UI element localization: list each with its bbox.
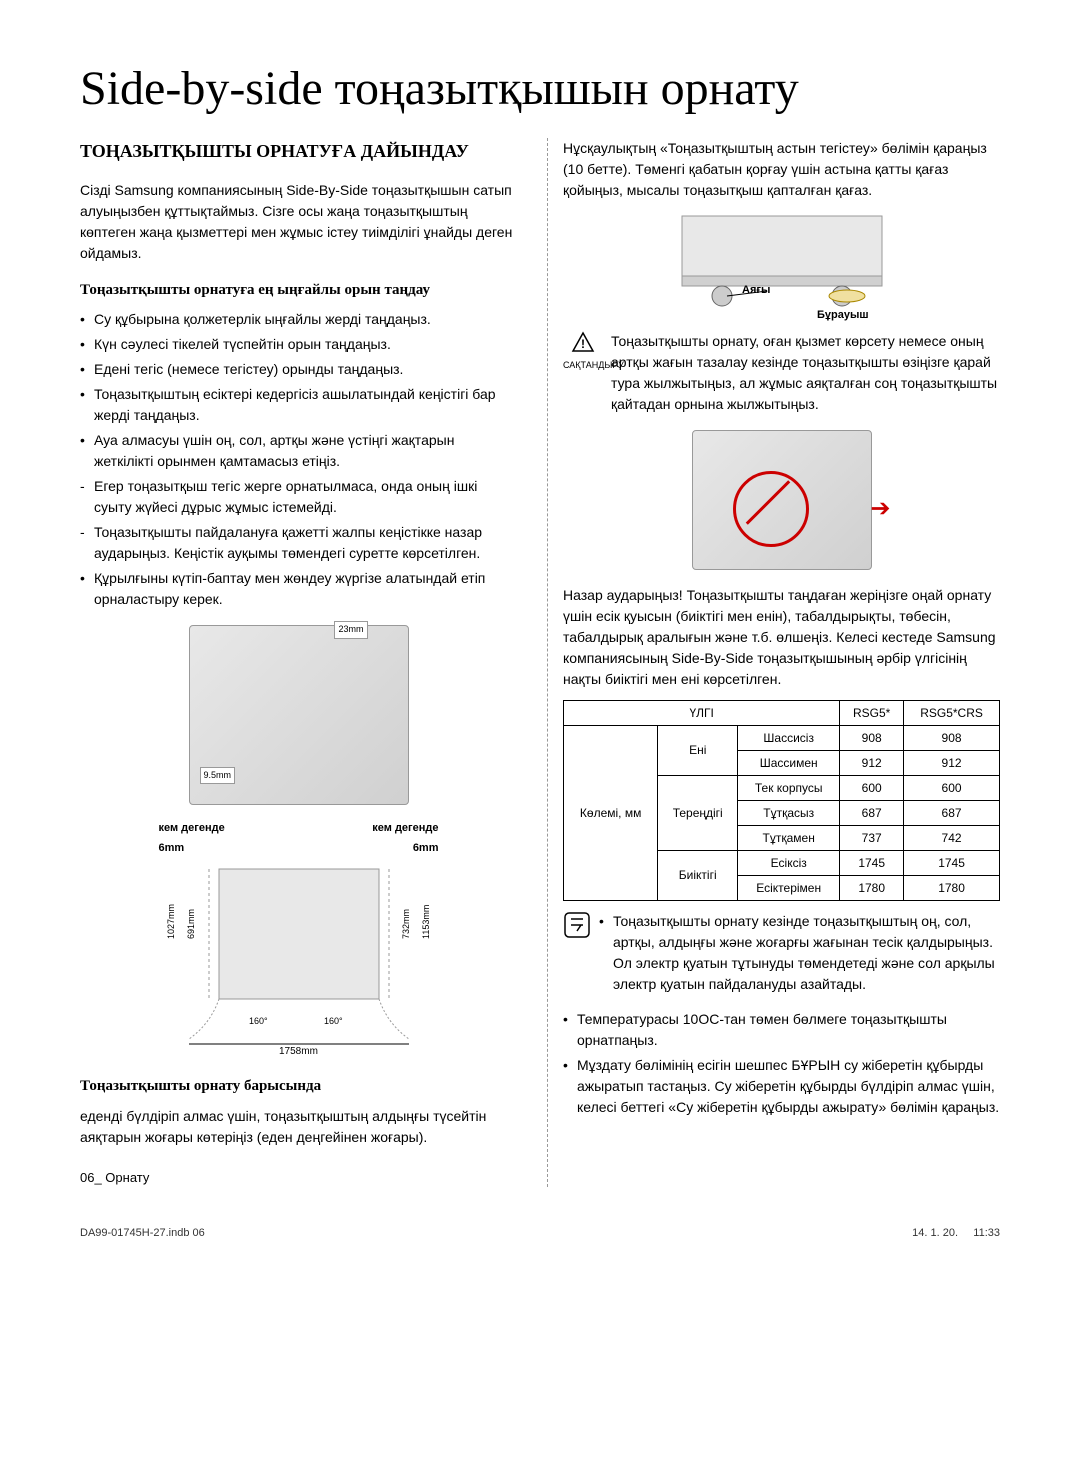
note-list-cont: Температурасы 10ОС-тан төмен бөлмеге тоң… [563,1009,1000,1118]
warning-label: САҚТАНДЫРУ [563,359,603,373]
table-cell: 600 [840,775,904,800]
dim-angle-left: 160° [249,1016,268,1026]
warning-icon: ! САҚТАНДЫРУ [563,331,603,373]
table-cell: 737 [840,825,904,850]
clearance-val-left: 6mm [159,840,185,857]
clearance-label-right: кем дегенде [372,820,438,837]
table-cell: 1745 [904,850,1000,875]
table-cell: Шассисіз [738,725,840,750]
table-cell: 912 [904,750,1000,775]
dim-h-inner-right: 732mm [401,909,411,939]
warning-box: ! САҚТАНДЫРУ Тоңазытқышты орнату, оған қ… [563,331,1000,415]
footer: DA99-01745H-27.indb 06 14. 1. 20. 11:33 [80,1227,1000,1239]
table-rowgroup: Көлемі, мм [564,725,658,900]
arrow-icon: ➔ [870,491,890,527]
list-item: Едені тегіс (немесе тегістеу) орынды таң… [80,359,517,380]
subsection-title-1: Тоңазытқышты орнатуға ең ыңғайлы орын та… [80,279,517,302]
subsection-title-2: Тоңазытқышты орнату барысында [80,1075,517,1098]
table-cell: Тұтқасыз [738,800,840,825]
warning-text: Тоңазытқышты орнату, оған қызмет көрсету… [611,331,1000,415]
table-cell: 908 [904,725,1000,750]
footer-date: 14. 1. 20. [912,1227,958,1239]
table-cell: Есіксіз [738,850,840,875]
list-item: Күн сәулесі тікелей түспейтін орын таңда… [80,334,517,355]
svg-text:!: ! [581,337,585,351]
note-box: Тоңазытқышты орнату кезінде тоңазытқышты… [563,911,1000,999]
table-cell: 687 [840,800,904,825]
table-cell: 908 [840,725,904,750]
clearance-label-left: кем дегенде [159,820,225,837]
note-icon [563,911,591,939]
fridge-diagram-box [80,625,517,805]
right-intro: Нұсқаулықтың «Тоңазытқыштың астын тегіст… [563,138,1000,201]
table-header-model: ҮЛГІ [564,700,840,725]
table-cell: 1780 [840,875,904,900]
main-title: Side-by-side тоңазытқышын орнату [80,60,1000,118]
screw-label: Бұрауыш [817,309,869,321]
move-diagram: ➔ [692,430,872,570]
table-cell: 912 [840,750,904,775]
dim-width: 1758mm [279,1046,318,1057]
table-cell: Тұтқамен [738,825,840,850]
table-cell: 1780 [904,875,1000,900]
dim-h-left: 1027mm [166,904,176,939]
sub2-text: еденді бүлдіріп алмас үшін, тоңазытқышты… [80,1106,517,1148]
dim-h-right: 1153mm [421,905,431,939]
list-item: Тоңазытқышты пайдалануға қажетті жалпы к… [80,522,517,564]
footer-file: DA99-01745H-27.indb 06 [80,1227,205,1239]
table-cell: 600 [904,775,1000,800]
leg-diagram: Аяғы Бұрауыш [652,211,912,321]
list-item: Су құбырына қолжетерлік ыңғайлы жерді та… [80,309,517,330]
table-cell: 1745 [840,850,904,875]
dim-h-inner-left: 691mm [186,909,196,939]
dimensions-table: ҮЛГІ RSG5* RSG5*CRS Көлемі, мм Ені Шасси… [563,700,1000,901]
table-cell: 742 [904,825,1000,850]
list-item: Тоңазытқышты орнату кезінде тоңазытқышты… [599,911,1000,995]
list-item: Құрылғыны күтіп-баптау мен жөндеу жүргіз… [80,568,517,610]
list-item: Мұздату бөлімінің есігін шешпес БҰРЫН су… [563,1055,1000,1118]
table-cell: Шассимен [738,750,840,775]
clearance-diagram: кем дегенде кем дегенде 6mm 6mm 1027mm 6… [159,820,439,1065]
fridge-diagram [189,625,409,805]
section-heading: ТОҢАЗЫТҚЫШТЫ ОРНАТУҒА ДАЙЫНДАУ [80,138,517,165]
table-cell: Тек корпусы [738,775,840,800]
note-list: Тоңазытқышты орнату кезінде тоңазытқышты… [599,911,1000,999]
move-diagram-box: ➔ [563,430,1000,570]
right-column: Нұсқаулықтың «Тоңазытқыштың астын тегіст… [547,138,1000,1188]
table-col1: RSG5* [840,700,904,725]
intro-paragraph: Сізді Samsung компаниясының Side-By-Side… [80,180,517,264]
table-cell: Есіктерімен [738,875,840,900]
table-subgroup: Тереңдігі [658,775,738,850]
attention-text: Назар аударыңыз! Тоңазытқышты таңдаған ж… [563,585,1000,690]
left-column: ТОҢАЗЫТҚЫШТЫ ОРНАТУҒА ДАЙЫНДАУ Сізді Sam… [80,138,517,1188]
leg-label: Аяғы [742,284,770,296]
clearance-svg: 1027mm 691mm 732mm 1153mm 160° 160° 1758… [159,859,439,1059]
content-columns: ТОҢАЗЫТҚЫШТЫ ОРНАТУҒА ДАЙЫНДАУ Сізді Sam… [80,138,1000,1188]
location-list: Су құбырына қолжетерлік ыңғайлы жерді та… [80,309,517,610]
dim-angle-right: 160° [324,1016,343,1026]
table-subgroup: Ені [658,725,738,775]
table-cell: 687 [904,800,1000,825]
table-col2: RSG5*CRS [904,700,1000,725]
list-item: Температурасы 10ОС-тан төмен бөлмеге тоң… [563,1009,1000,1051]
list-item: Тоңазытқыштың есіктері кедергісіз ашылат… [80,384,517,426]
clearance-val-right: 6mm [413,840,439,857]
list-item: Ауа алмасуы үшін оң, сол, артқы және үст… [80,430,517,472]
table-subgroup: Биіктігі [658,850,738,900]
list-item: Егер тоңазытқыш тегіс жерге орнатылмаса,… [80,476,517,518]
footer-time: 11:33 [973,1227,1000,1239]
page-number: 06_ Орнату [80,1168,517,1188]
